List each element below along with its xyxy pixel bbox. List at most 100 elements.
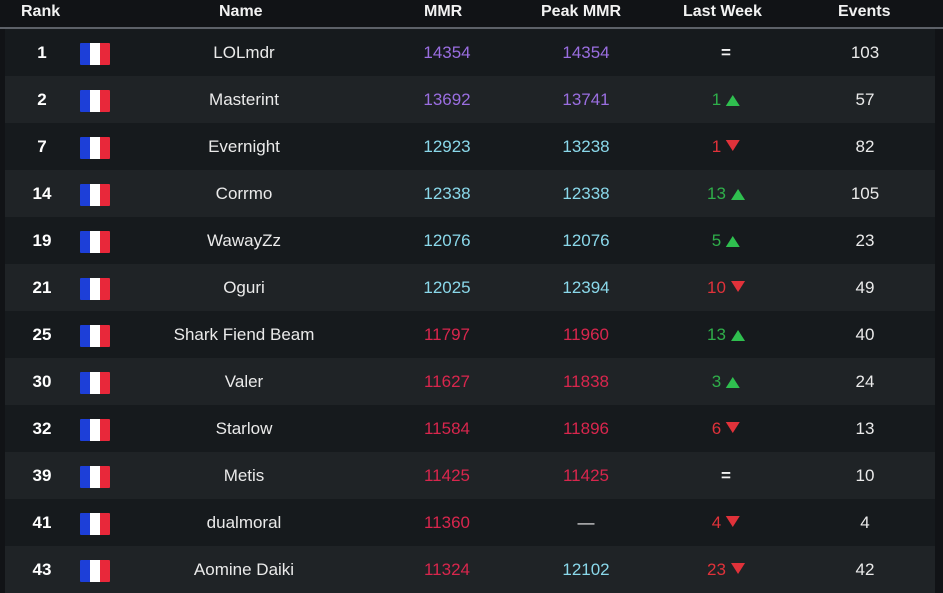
table-row[interactable]: 41 dualmoral 11360 — 4 4: [5, 499, 935, 546]
table-row[interactable]: 1 LOLmdr 14354 14354 = 103: [5, 29, 935, 76]
triangle-up-icon: [726, 236, 741, 247]
last-week-value: 10: [707, 278, 726, 297]
events-cell: 4: [860, 513, 870, 532]
table-row[interactable]: 25 Shark Fiend Beam 11797 11960 13 40: [5, 311, 935, 358]
rank-cell: 2: [37, 90, 47, 109]
table-row[interactable]: 2 Masterint 13692 13741 1 57: [5, 76, 935, 123]
table-row[interactable]: 43 Aomine Daiki 11324 12102 23 42: [5, 546, 935, 593]
events-cell: 10: [855, 466, 875, 485]
last-week-change: 13: [707, 170, 745, 217]
player-name-link[interactable]: Evernight: [208, 137, 280, 156]
mmr-cell: 13692: [423, 90, 471, 109]
france-flag-icon: [80, 43, 110, 65]
last-week-value: 3: [711, 372, 722, 391]
header-events[interactable]: Events: [838, 3, 891, 20]
rank-cell: 14: [32, 184, 52, 203]
peak-mmr-cell: 11838: [562, 372, 610, 391]
mmr-cell: 12923: [423, 137, 471, 156]
last-week-change: 4: [712, 499, 741, 546]
mmr-cell: 11627: [423, 372, 471, 391]
triangle-down-icon: [726, 140, 741, 151]
events-cell: 23: [855, 231, 875, 250]
last-week-change: =: [721, 452, 731, 499]
header-rank[interactable]: Rank: [21, 3, 61, 20]
events-cell: 82: [855, 137, 875, 156]
peak-mmr-cell: 11896: [562, 419, 610, 438]
france-flag-icon: [80, 372, 110, 394]
player-name-link[interactable]: Valer: [224, 372, 264, 391]
last-week-change: 5: [711, 217, 741, 264]
rank-cell: 30: [32, 372, 52, 391]
last-week-value: 13: [707, 325, 726, 344]
mmr-cell: 12025: [423, 278, 471, 297]
france-flag-icon: [80, 90, 110, 112]
table-row[interactable]: 39 Metis 11425 11425 = 10: [5, 452, 935, 499]
triangle-down-icon: [730, 563, 745, 574]
peak-mmr-cell: 12102: [562, 560, 610, 579]
rank-cell: 7: [37, 137, 47, 156]
last-week-value: 6: [711, 419, 722, 438]
player-name-link[interactable]: Starlow: [215, 419, 273, 438]
rank-cell: 39: [32, 466, 52, 485]
last-week-change: 6: [711, 405, 741, 452]
events-cell: 24: [855, 372, 875, 391]
last-week-value: =: [721, 43, 731, 62]
player-name-link[interactable]: Corrmo: [215, 184, 273, 203]
table-row[interactable]: 32 Starlow 11584 11896 6 13: [5, 405, 935, 452]
table-row[interactable]: 21 Oguri 12025 12394 10 49: [5, 264, 935, 311]
peak-mmr-cell: 13741: [562, 90, 610, 109]
france-flag-icon: [80, 231, 110, 253]
header-peak-mmr[interactable]: Peak MMR: [541, 3, 622, 20]
rank-cell: 21: [32, 278, 52, 297]
events-cell: 49: [855, 278, 875, 297]
peak-mmr-cell: —: [577, 513, 595, 532]
triangle-down-icon: [726, 516, 741, 527]
peak-mmr-cell: 11425: [562, 466, 610, 485]
table-row[interactable]: 30 Valer 11627 11838 3 24: [5, 358, 935, 405]
mmr-cell: 11797: [423, 325, 471, 344]
player-name-link[interactable]: Shark Fiend Beam: [173, 325, 315, 344]
events-cell: 57: [855, 90, 875, 109]
header-name[interactable]: Name: [219, 3, 263, 20]
triangle-up-icon: [726, 95, 741, 106]
last-week-change: 10: [707, 264, 745, 311]
player-name-link[interactable]: Metis: [223, 466, 265, 485]
events-cell: 105: [850, 184, 880, 203]
france-flag-icon: [80, 184, 110, 206]
peak-mmr-cell: 11960: [562, 325, 610, 344]
mmr-cell: 11425: [423, 466, 471, 485]
table-row[interactable]: 7 Evernight 12923 13238 1 82: [5, 123, 935, 170]
leaderboard-table: 1 LOLmdr 14354 14354 = 103 2 Masterint 13692 1374…: [5, 29, 935, 593]
table-row[interactable]: 14 Corrmo 12338 12338 13 105: [5, 170, 935, 217]
mmr-cell: 14354: [423, 43, 471, 62]
header-last-week[interactable]: Last Week: [683, 3, 762, 20]
table-header: Rank Name MMR Peak MMR Last Week Events: [0, 0, 943, 29]
last-week-value: 13: [707, 184, 726, 203]
player-name-link[interactable]: LOLmdr: [213, 43, 275, 62]
france-flag-icon: [80, 419, 110, 441]
mmr-cell: 11584: [423, 419, 471, 438]
last-week-change: 13: [707, 311, 745, 358]
france-flag-icon: [80, 137, 110, 159]
player-name-link[interactable]: Aomine Daiki: [193, 560, 295, 579]
events-cell: 42: [855, 560, 875, 579]
last-week-change: =: [721, 29, 731, 76]
mmr-cell: 11324: [423, 560, 471, 579]
player-name-link[interactable]: Oguri: [223, 278, 265, 297]
last-week-value: 1: [711, 90, 722, 109]
france-flag-icon: [80, 278, 110, 300]
last-week-value: 5: [711, 231, 722, 250]
mmr-cell: 11360: [423, 513, 471, 532]
header-mmr[interactable]: MMR: [424, 3, 463, 20]
player-name-link[interactable]: WawayZz: [207, 231, 281, 250]
rank-cell: 25: [32, 325, 52, 344]
table-row[interactable]: 19 WawayZz 12076 12076 5 23: [5, 217, 935, 264]
player-name-link[interactable]: dualmoral: [206, 513, 282, 532]
last-week-change: 1: [711, 76, 741, 123]
last-week-value: =: [721, 466, 731, 485]
triangle-up-icon: [730, 189, 745, 200]
player-name-link[interactable]: Masterint: [209, 90, 279, 109]
last-week-value: 1: [711, 137, 722, 156]
events-cell: 103: [850, 43, 880, 62]
mmr-cell: 12076: [423, 231, 471, 250]
